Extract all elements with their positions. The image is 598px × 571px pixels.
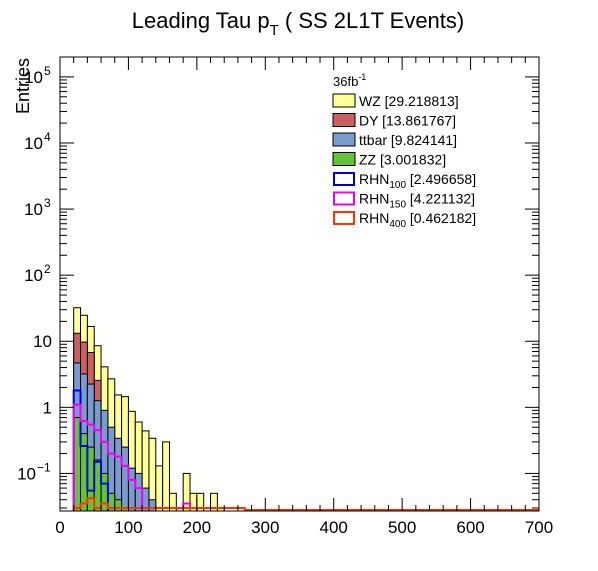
legend-header: 36fb-1 — [333, 72, 366, 89]
bar-wz-180 — [182, 472, 191, 512]
y-tick-label: 10 — [24, 68, 43, 87]
x-tick-label: 100 — [114, 518, 142, 537]
legend-label-ttbar: ttbar [9.824141] — [359, 132, 457, 148]
x-tick-label: 600 — [456, 518, 484, 537]
x-tick-label: 200 — [183, 518, 211, 537]
y-tick-label: 10 — [33, 332, 52, 351]
plot-frame — [59, 56, 540, 512]
legend: 36fb-1 WZ [29.218813] DY [13.861767] ttbar … — [332, 72, 476, 230]
y-tick-label: 10 — [24, 200, 43, 219]
y-tick-exponent: −1 — [37, 460, 51, 474]
y-tick-label: 10 — [24, 134, 43, 153]
bar-wz-150 — [162, 441, 170, 512]
y-tick-label: 1 — [43, 398, 52, 417]
bar-ttbar-110 — [134, 472, 143, 512]
bar-zz-50 — [93, 459, 102, 512]
legend-label-rhn150: RHN150 [4.221132] — [359, 191, 475, 211]
y-tick-exponent: 3 — [44, 196, 51, 210]
legend-label-dy: DY [13.861767] — [359, 113, 456, 129]
bar-ttbar-90 — [121, 446, 129, 512]
legend-label-rhn400: RHN400 [0.462182] — [359, 210, 476, 230]
x-tick-label: 700 — [525, 518, 553, 537]
bar-ttbar-100 — [127, 467, 136, 512]
legend-label-zz: ZZ [3.001832] — [359, 152, 446, 168]
legend-swatch-ttbar — [332, 132, 356, 147]
legend-swatch-dy — [332, 113, 356, 127]
y-tick-exponent: 2 — [44, 262, 51, 276]
y-tick-label: 10 — [17, 464, 36, 483]
legend-swatch-zz — [332, 152, 356, 166]
legend-label-wz: WZ [29.218813] — [359, 93, 459, 109]
legend-swatch-rhn400 — [333, 211, 355, 225]
chart-title: Leading Tau pT ( SS 2L1T Events) — [132, 8, 464, 39]
bar-zz-20 — [73, 417, 82, 512]
line-rhn100 — [72, 389, 109, 511]
title-subscript: T — [270, 22, 279, 39]
y-axis-label: Entries — [13, 58, 33, 114]
x-tick-label: 0 — [55, 518, 64, 537]
title-main: Leading Tau p — [132, 8, 270, 33]
legend-swatch-rhn100 — [333, 172, 355, 186]
x-tick-label: 500 — [388, 518, 416, 537]
bar-zz-60 — [100, 472, 109, 512]
svg-text:Leading Tau pT ( SS 2L1T Event: Leading Tau pT ( SS 2L1T Events) — [132, 8, 464, 39]
x-axis: 0 100 200 300 400 500 600 700 — [55, 57, 553, 537]
bar-wz-140 — [155, 465, 164, 512]
bar-zz-80 — [114, 499, 123, 512]
stacked-histogram-bars — [73, 307, 225, 512]
legend-swatch-rhn150 — [333, 191, 355, 206]
y-tick-exponent: 5 — [44, 64, 51, 78]
bar-ttbar-130 — [148, 499, 157, 512]
y-tick-label: 10 — [24, 266, 43, 285]
x-tick-label: 300 — [251, 518, 279, 537]
x-tick-label: 400 — [320, 518, 348, 537]
bar-zz-40 — [86, 446, 95, 512]
title-suffix: ( SS 2L1T Events) — [279, 8, 464, 33]
legend-swatch-wz — [332, 93, 356, 108]
y-tick-exponent: 4 — [44, 130, 51, 144]
legend-label-rhn100: RHN100 [2.496658] — [359, 171, 476, 191]
